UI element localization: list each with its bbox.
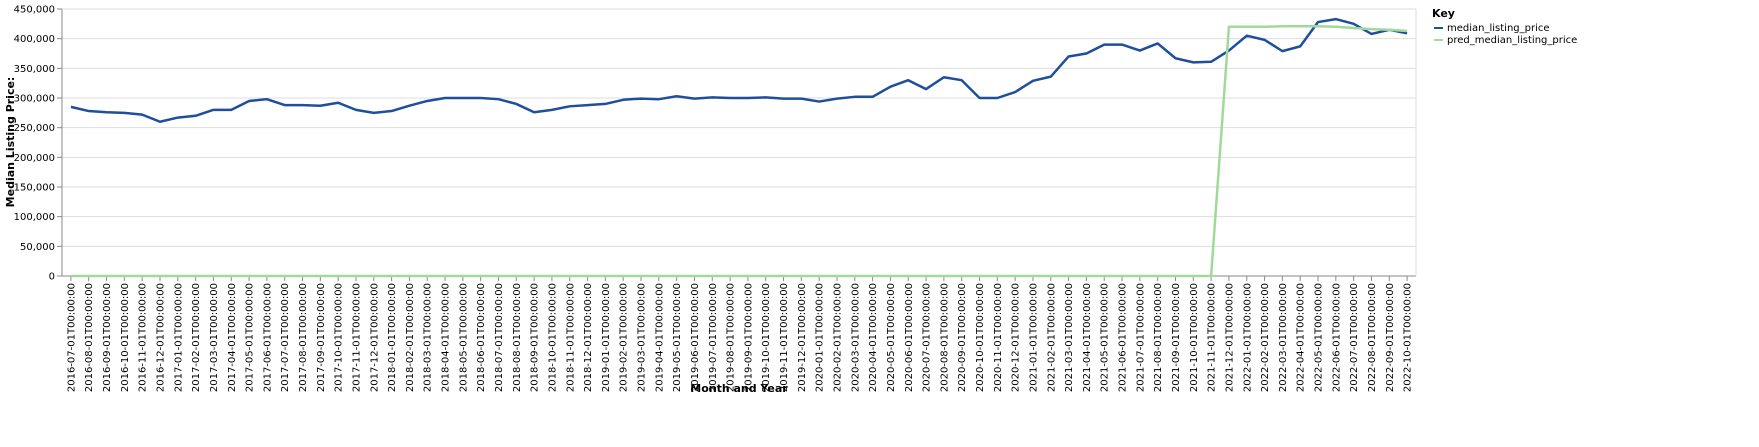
x-tick-label: 2018-05-01T00:00:00	[458, 283, 469, 392]
x-tick-label: 2018-06-01T00:00:00	[476, 283, 487, 392]
x-tick-label: 2019-05-01T00:00:00	[672, 283, 683, 392]
x-tick-label: 2020-09-01T00:00:00	[957, 283, 968, 392]
y-tick-label: 150,000	[14, 183, 55, 194]
x-tick-label: 2019-09-01T00:00:00	[743, 283, 754, 392]
x-tick-label: 2021-07-01T00:00:00	[1135, 283, 1146, 392]
x-tick-label: 2017-02-01T00:00:00	[191, 283, 202, 392]
x-tick-label: 2020-12-01T00:00:00	[1011, 283, 1022, 392]
x-tick-label: 2018-01-01T00:00:00	[387, 283, 398, 392]
x-tick-label: 2019-04-01T00:00:00	[654, 283, 665, 392]
x-tick-label: 2018-10-01T00:00:00	[547, 283, 558, 392]
series-line	[70, 24, 1408, 278]
x-tick-label: 2018-09-01T00:00:00	[530, 283, 541, 392]
x-tick-label: 2022-03-01T00:00:00	[1278, 283, 1289, 392]
x-tick-label: 2022-07-01T00:00:00	[1349, 283, 1360, 392]
x-tick-label: 2019-11-01T00:00:00	[779, 283, 790, 392]
x-tick-label: 2021-08-01T00:00:00	[1153, 283, 1164, 392]
x-tick-label: 2019-01-01T00:00:00	[601, 283, 612, 392]
legend-label: median_listing_price	[1447, 23, 1550, 34]
x-tick-label: 2021-04-01T00:00:00	[1082, 283, 1093, 392]
x-tick-label: 2021-10-01T00:00:00	[1189, 283, 1200, 392]
x-tick-label: 2021-09-01T00:00:00	[1171, 283, 1182, 392]
x-tick-label: 2022-08-01T00:00:00	[1367, 283, 1378, 392]
series-line	[70, 17, 1408, 123]
y-tick-label: 450,000	[14, 5, 55, 16]
x-tick-label: 2019-10-01T00:00:00	[761, 283, 772, 392]
x-tick-label: 2020-11-01T00:00:00	[993, 283, 1004, 392]
x-tick-label: 2018-07-01T00:00:00	[494, 283, 505, 392]
x-tick-label: 2018-08-01T00:00:00	[512, 283, 523, 392]
x-tick-label: 2022-01-01T00:00:00	[1242, 283, 1253, 392]
x-tick-label: 2021-02-01T00:00:00	[1046, 283, 1057, 392]
x-tick-label: 2017-03-01T00:00:00	[209, 283, 220, 392]
x-tick-label: 2022-05-01T00:00:00	[1314, 283, 1325, 392]
x-tick-label: 2016-12-01T00:00:00	[155, 283, 166, 392]
x-tick-label: 2018-03-01T00:00:00	[423, 283, 434, 392]
x-tick-label: 2020-08-01T00:00:00	[939, 283, 950, 392]
x-tick-label: 2020-10-01T00:00:00	[975, 283, 986, 392]
x-tick-label: 2017-04-01T00:00:00	[227, 283, 238, 392]
x-tick-label: 2018-12-01T00:00:00	[583, 283, 594, 392]
y-tick-label: 250,000	[14, 123, 55, 134]
x-tick-label: 2021-05-01T00:00:00	[1100, 283, 1111, 392]
y-tick-label: 50,000	[20, 242, 55, 253]
x-tick-label: 2021-03-01T00:00:00	[1064, 283, 1075, 392]
x-tick-label: 2020-02-01T00:00:00	[832, 283, 843, 392]
x-tick-label: 2017-05-01T00:00:00	[245, 283, 256, 392]
x-tick-label: 2022-10-01T00:00:00	[1403, 283, 1414, 392]
x-tick-label: 2021-01-01T00:00:00	[1028, 283, 1039, 392]
y-tick-label: 0	[49, 272, 55, 283]
legend-label: pred_median_listing_price	[1447, 35, 1577, 46]
x-tick-label: 2021-12-01T00:00:00	[1224, 283, 1235, 392]
legend-title: Key	[1432, 7, 1455, 20]
x-tick-label: 2020-04-01T00:00:00	[868, 283, 879, 392]
x-tick-label: 2017-12-01T00:00:00	[369, 283, 380, 392]
y-tick-label: 350,000	[14, 64, 55, 75]
y-axis-title: Median Listing Price:	[4, 77, 17, 208]
x-tick-label: 2016-07-01T00:00:00	[66, 283, 77, 392]
x-tick-label: 2018-11-01T00:00:00	[565, 283, 576, 392]
x-tick-label: 2016-11-01T00:00:00	[138, 283, 149, 392]
x-tick-label: 2021-06-01T00:00:00	[1118, 283, 1129, 392]
x-tick-label: 2019-02-01T00:00:00	[619, 283, 630, 392]
y-tick-label: 400,000	[14, 34, 55, 45]
x-tick-label: 2017-10-01T00:00:00	[334, 283, 345, 392]
x-tick-label: 2016-09-01T00:00:00	[102, 283, 113, 392]
x-tick-label: 2022-02-01T00:00:00	[1260, 283, 1271, 392]
x-tick-label: 2020-07-01T00:00:00	[922, 283, 933, 392]
x-tick-label: 2016-10-01T00:00:00	[120, 283, 131, 392]
y-tick-label: 100,000	[14, 212, 55, 223]
x-tick-label: 2020-03-01T00:00:00	[850, 283, 861, 392]
x-tick-label: 2019-03-01T00:00:00	[637, 283, 648, 392]
y-tick-label: 200,000	[14, 153, 55, 164]
x-tick-label: 2017-01-01T00:00:00	[173, 283, 184, 392]
x-tick-label: 2020-01-01T00:00:00	[815, 283, 826, 392]
x-tick-label: 2019-12-01T00:00:00	[797, 283, 808, 392]
x-tick-label: 2022-04-01T00:00:00	[1296, 283, 1307, 392]
x-tick-label: 2017-07-01T00:00:00	[280, 283, 291, 392]
x-tick-label: 2018-04-01T00:00:00	[441, 283, 452, 392]
x-tick-label: 2017-08-01T00:00:00	[298, 283, 309, 392]
x-tick-label: 2022-06-01T00:00:00	[1331, 283, 1342, 392]
x-tick-label: 2018-02-01T00:00:00	[405, 283, 416, 392]
x-tick-label: 2021-11-01T00:00:00	[1207, 283, 1218, 392]
x-tick-label: 2017-06-01T00:00:00	[262, 283, 273, 392]
x-tick-label: 2022-09-01T00:00:00	[1385, 283, 1396, 392]
x-tick-label: 2019-07-01T00:00:00	[708, 283, 719, 392]
x-axis-title: Month and Year	[690, 382, 788, 395]
x-tick-label: 2020-05-01T00:00:00	[886, 283, 897, 392]
x-tick-label: 2017-09-01T00:00:00	[316, 283, 327, 392]
x-tick-label: 2019-08-01T00:00:00	[726, 283, 737, 392]
y-tick-label: 300,000	[14, 94, 55, 105]
x-tick-label: 2017-11-01T00:00:00	[351, 283, 362, 392]
x-tick-label: 2019-06-01T00:00:00	[690, 283, 701, 392]
x-tick-label: 2020-06-01T00:00:00	[904, 283, 915, 392]
x-tick-label: 2016-08-01T00:00:00	[84, 283, 95, 392]
